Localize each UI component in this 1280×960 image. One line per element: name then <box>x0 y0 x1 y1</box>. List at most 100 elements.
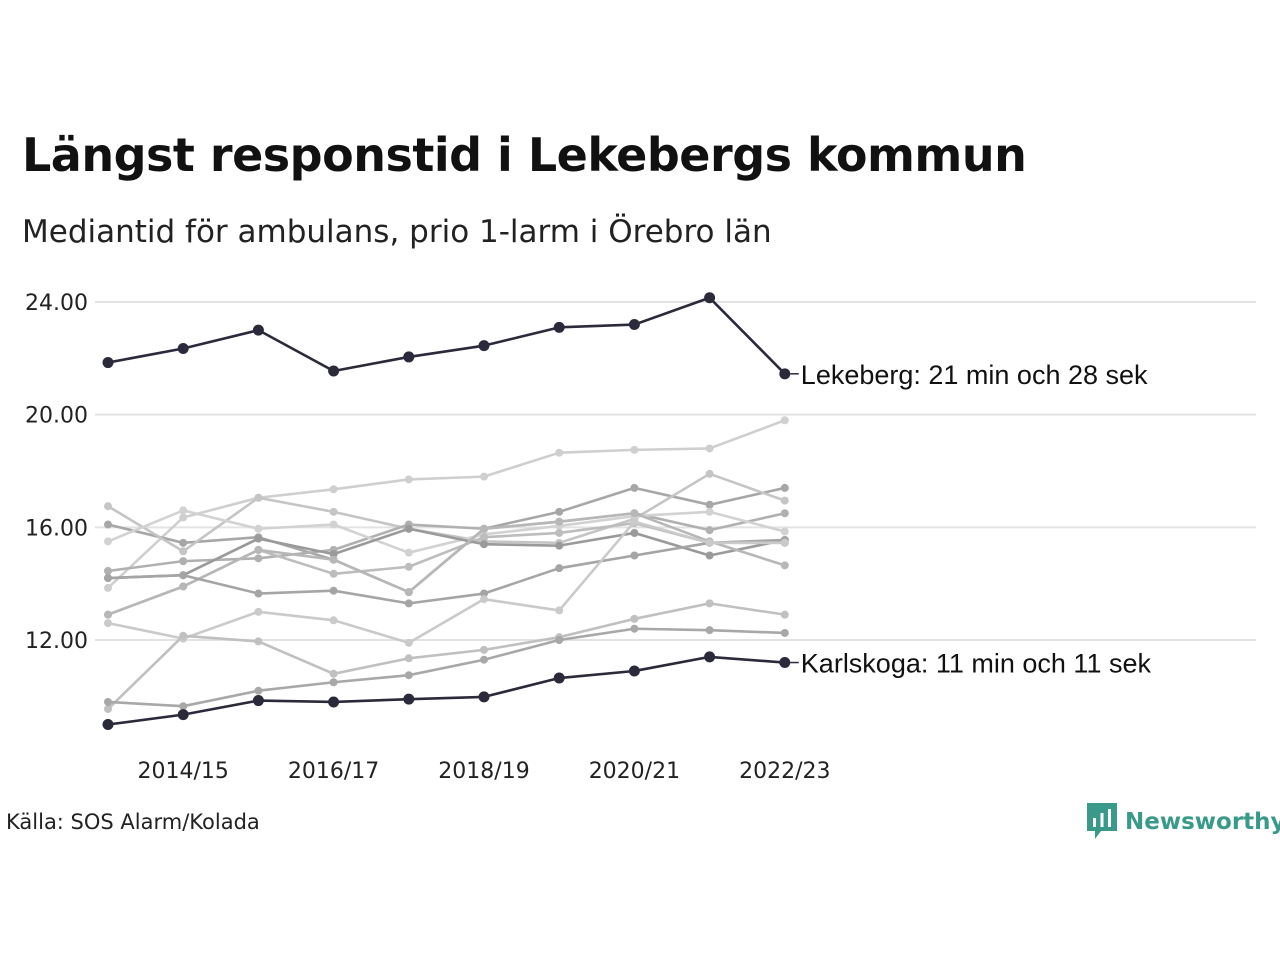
data-point <box>403 693 415 705</box>
data-point <box>705 551 714 560</box>
data-point <box>480 595 488 604</box>
data-point <box>104 583 112 592</box>
series-line <box>106 538 787 605</box>
data-point <box>478 340 490 352</box>
data-point <box>177 342 189 354</box>
chart-title: Längst responstid i Lekebergs kommun <box>22 128 1027 182</box>
data-point <box>779 368 791 380</box>
series-line <box>106 418 787 590</box>
data-point <box>329 555 338 564</box>
data-point <box>705 526 714 535</box>
series-label: Lekeberg: 21 min och 28 sek <box>801 360 1148 390</box>
data-point <box>630 445 639 454</box>
data-point <box>555 517 564 526</box>
data-point <box>780 416 789 425</box>
data-point <box>480 540 488 549</box>
data-point <box>780 628 789 637</box>
data-point <box>630 614 639 623</box>
data-point <box>104 610 112 619</box>
x-tick-label: 2022/23 <box>739 759 830 784</box>
newsworthy-logo: Newsworthy <box>1087 803 1280 841</box>
data-point <box>780 561 789 570</box>
data-point <box>329 586 338 595</box>
data-point <box>780 538 789 547</box>
logo-text: Newsworthy <box>1125 809 1280 835</box>
y-tick-label: 16.00 <box>25 516 88 541</box>
data-point <box>404 654 413 663</box>
data-point <box>780 483 789 492</box>
data-point <box>403 351 415 363</box>
data-point <box>104 705 112 714</box>
data-point <box>329 669 338 678</box>
data-point <box>254 534 263 543</box>
data-point <box>104 574 112 583</box>
background-series <box>104 483 789 597</box>
data-point <box>329 550 338 559</box>
data-point <box>329 678 338 687</box>
data-point <box>179 702 188 711</box>
data-point <box>630 528 639 537</box>
source-note: Källa: SOS Alarm/Kolada <box>6 810 260 834</box>
data-point <box>328 365 340 377</box>
x-tick-label: 2016/17 <box>288 759 379 784</box>
data-point <box>179 631 188 640</box>
background-series <box>104 536 789 608</box>
data-point <box>254 545 263 554</box>
data-point <box>329 485 338 494</box>
data-point <box>628 319 640 331</box>
data-point <box>252 695 264 707</box>
background-series <box>104 599 789 714</box>
data-point <box>630 517 639 526</box>
data-point <box>404 548 413 557</box>
series-line <box>106 655 787 726</box>
data-point <box>555 507 564 516</box>
background-series <box>104 416 789 592</box>
data-point <box>779 657 791 669</box>
data-point <box>630 624 639 633</box>
data-point <box>404 562 413 571</box>
series-line <box>106 602 787 711</box>
background-series <box>104 624 789 711</box>
data-point <box>254 637 263 646</box>
data-point <box>628 665 640 677</box>
data-point <box>780 509 789 518</box>
data-point <box>780 496 789 505</box>
data-point <box>478 691 490 703</box>
data-point <box>555 448 564 457</box>
series-label: Karlskoga: 11 min och 11 sek <box>801 649 1152 679</box>
x-axis: 2014/15 2016/17 2018/19 2020/21 2022/23 <box>137 759 830 784</box>
data-point <box>102 719 114 730</box>
data-point <box>404 599 413 608</box>
data-point <box>630 551 639 560</box>
data-point <box>104 502 112 511</box>
data-point <box>104 566 112 575</box>
data-point <box>630 509 639 518</box>
series-line <box>106 520 787 645</box>
data-point <box>555 528 564 537</box>
data-point <box>553 672 565 684</box>
data-point <box>553 321 565 333</box>
data-point <box>480 589 488 598</box>
data-point <box>254 607 263 616</box>
data-point <box>104 619 112 628</box>
highlight-series: Karlskoga: 11 min och 11 sek <box>102 649 1152 730</box>
data-point <box>480 472 488 481</box>
data-point <box>254 554 263 563</box>
data-point <box>254 493 263 502</box>
series-line <box>106 511 787 616</box>
data-point <box>404 638 413 647</box>
data-point <box>328 696 340 708</box>
series-line <box>106 296 787 376</box>
data-point <box>404 588 413 597</box>
gridlines: 24.00 20.00 16.00 12.00 <box>25 291 1256 654</box>
data-point <box>179 557 188 566</box>
data-point <box>555 564 564 573</box>
data-point <box>704 292 716 304</box>
data-point <box>780 527 789 536</box>
x-tick-label: 2018/19 <box>438 759 529 784</box>
y-tick-label: 20.00 <box>25 404 88 429</box>
data-point <box>179 571 188 580</box>
chart-subtitle: Mediantid för ambulans, prio 1-larm i Ör… <box>22 214 772 250</box>
data-point <box>705 507 714 516</box>
data-point <box>705 444 714 453</box>
